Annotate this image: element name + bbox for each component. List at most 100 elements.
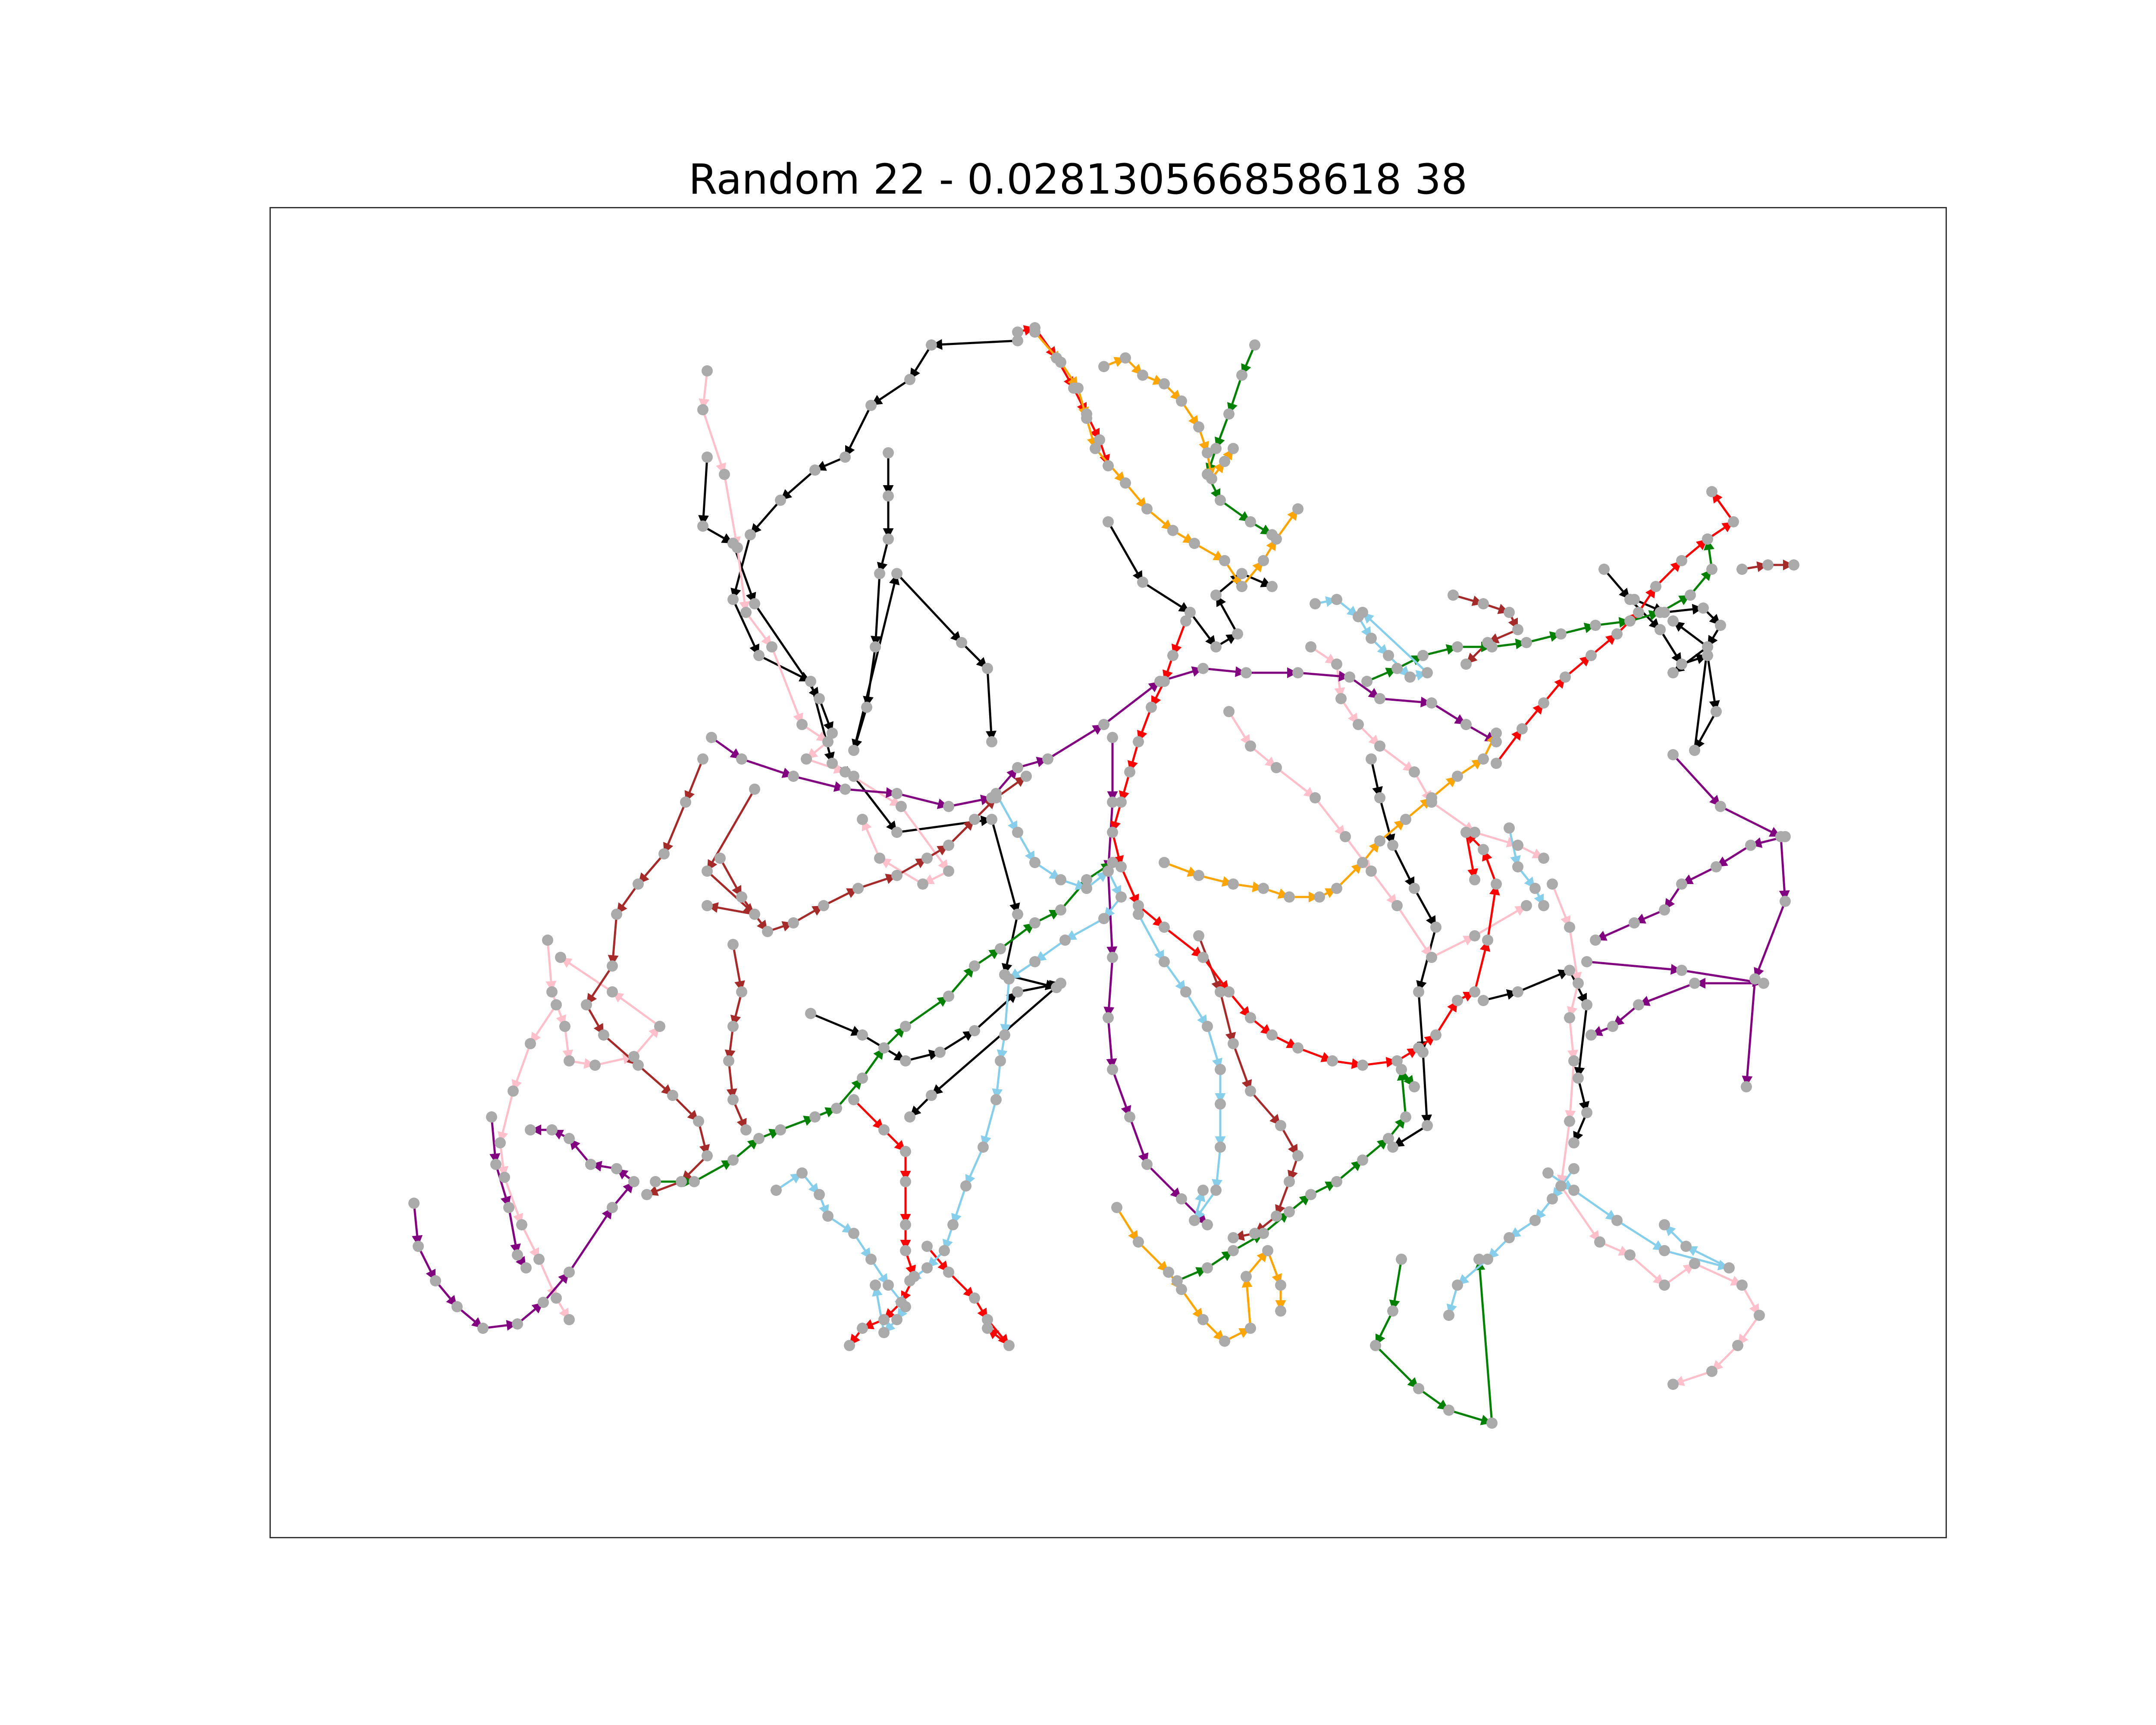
graph-node <box>1310 792 1321 803</box>
graph-node <box>1310 598 1321 609</box>
graph-node <box>723 1055 734 1066</box>
route-edge <box>732 944 745 992</box>
route-edge <box>568 1207 614 1273</box>
graph-node <box>978 1142 989 1153</box>
route-edge <box>1198 874 1234 887</box>
route-edge <box>1375 1345 1420 1389</box>
route-edge <box>1423 644 1458 657</box>
graph-node <box>986 814 997 825</box>
graph-node <box>1055 874 1066 885</box>
graph-node <box>943 866 954 877</box>
graph-node <box>891 870 903 881</box>
graph-node <box>874 568 885 579</box>
route-edge <box>1659 629 1683 665</box>
graph-node <box>1581 999 1592 1010</box>
graph-node <box>1724 1262 1735 1273</box>
graph-node <box>413 1241 424 1252</box>
graph-node <box>1202 1021 1213 1032</box>
route-edge <box>417 1245 437 1282</box>
route-edge <box>1111 832 1124 867</box>
route-edge <box>1629 1254 1665 1286</box>
graph-node <box>1245 1323 1256 1334</box>
graph-node <box>878 1314 890 1325</box>
route-edge <box>503 1177 523 1225</box>
route-edge <box>1297 671 1350 682</box>
graph-node <box>891 1314 903 1325</box>
graph-node <box>848 1228 859 1239</box>
route-edge <box>948 819 975 846</box>
route-edge <box>1245 1250 1269 1277</box>
graph-node <box>1780 831 1791 842</box>
route-edge <box>1616 1219 1665 1252</box>
graph-node <box>870 1280 881 1291</box>
route-edge <box>1431 702 1467 726</box>
graph-node <box>1284 1176 1295 1187</box>
graph-node <box>822 736 834 747</box>
graph-node <box>1133 736 1144 747</box>
graph-node <box>1538 697 1549 709</box>
graph-node <box>1715 620 1726 631</box>
graph-node <box>749 909 760 920</box>
graph-node <box>516 1219 527 1230</box>
route-edge <box>633 1026 661 1057</box>
graph-node <box>585 1159 596 1170</box>
graph-node <box>1012 762 1023 773</box>
graph-node <box>878 1327 890 1338</box>
graph-node <box>1460 827 1472 838</box>
graph-node <box>1564 965 1575 976</box>
graph-node <box>904 1111 915 1123</box>
graph-node <box>1305 1189 1316 1200</box>
route-edge <box>697 1121 710 1156</box>
route-edge <box>1336 862 1363 889</box>
graph-node <box>559 1021 570 1032</box>
graph-node <box>1521 900 1532 911</box>
route-edge <box>724 1026 736 1061</box>
graph-node <box>1193 870 1204 881</box>
graph-node <box>865 1254 877 1265</box>
graph-node <box>689 1176 700 1187</box>
graph-node <box>1413 986 1424 997</box>
graph-node <box>840 784 851 795</box>
graph-node <box>1081 874 1092 885</box>
route-edge <box>1146 508 1174 531</box>
route-edge <box>1413 888 1437 928</box>
graph-node <box>1210 1185 1222 1196</box>
graph-node <box>1374 693 1385 704</box>
graph-node <box>1012 986 1023 997</box>
route-edge <box>732 1138 760 1161</box>
graph-node <box>1215 495 1226 506</box>
graph-node <box>1560 671 1571 683</box>
graph-node <box>1292 1150 1304 1161</box>
graph-node <box>1715 801 1726 812</box>
graph-node <box>1754 1310 1765 1321</box>
graph-node <box>1003 973 1015 985</box>
graph-node <box>960 1180 971 1192</box>
graph-node <box>1659 904 1670 916</box>
graph-node <box>1133 909 1144 920</box>
graph-node <box>1116 891 1127 903</box>
graph-node <box>956 637 967 648</box>
graph-node <box>1098 913 1109 924</box>
graph-node <box>1021 771 1032 782</box>
graph-node <box>1706 486 1717 497</box>
graph-node <box>840 452 851 463</box>
route-edge <box>1474 904 1527 937</box>
route-edge <box>981 1099 997 1148</box>
route-edge <box>730 991 743 1027</box>
graph-node <box>1116 797 1127 808</box>
graph-node <box>844 1340 855 1351</box>
graph-node <box>1059 935 1071 946</box>
route-edge <box>611 991 661 1028</box>
route-edge <box>1483 989 1518 1002</box>
graph-node <box>1245 1085 1256 1097</box>
graph-node <box>512 1318 523 1330</box>
route-edge <box>1561 622 1596 635</box>
graph-node <box>1400 1111 1411 1123</box>
graph-node <box>564 1314 575 1325</box>
route-edge <box>1681 866 1717 885</box>
graph-node <box>1219 1336 1230 1347</box>
graph-node <box>1292 667 1304 678</box>
graph-node <box>1667 749 1679 760</box>
graph-node <box>814 1189 825 1200</box>
graph-node <box>1275 1120 1286 1131</box>
